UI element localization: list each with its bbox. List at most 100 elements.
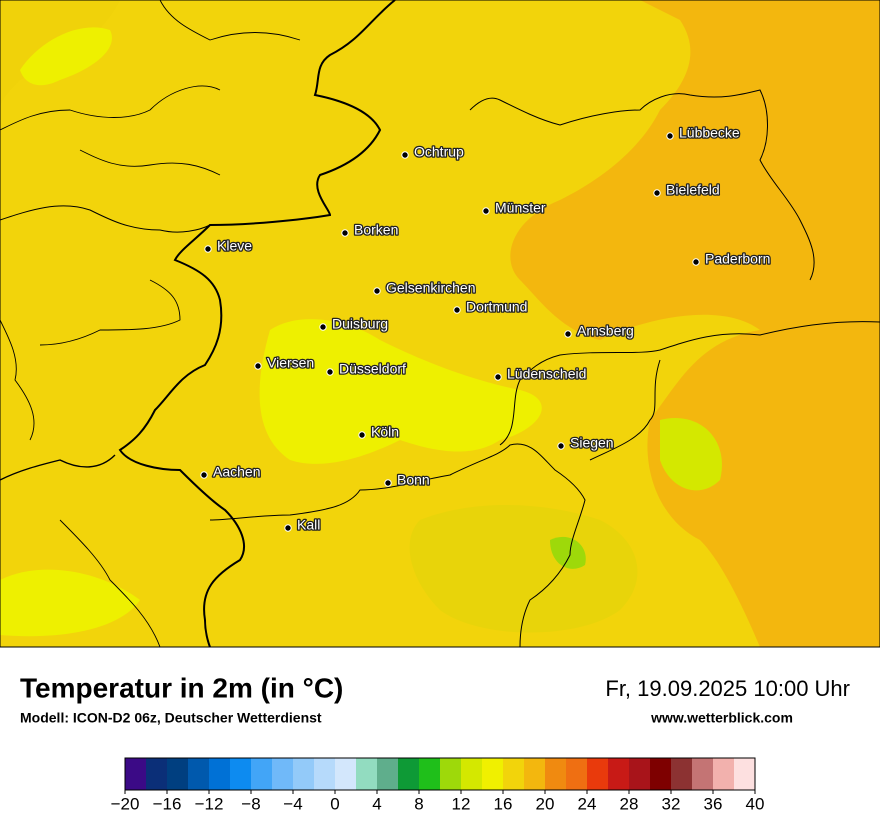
colorbar-segment	[566, 758, 588, 790]
cool-region	[660, 418, 722, 491]
colorbar-segment	[188, 758, 210, 790]
colorbar-segment	[293, 758, 315, 790]
colorbar-segment	[629, 758, 651, 790]
website: www.wetterblick.com	[650, 710, 793, 726]
colorbar-segment	[692, 758, 714, 790]
cities: Lübbecke Ochtrup Bielefeld Münster Borken Kle…	[200, 123, 772, 534]
colorbar-tick-label: 36	[704, 794, 723, 813]
colorbar-tick-label: 28	[620, 794, 639, 813]
city-label: Köln	[371, 424, 399, 440]
city-label: Gelsenkirchen	[386, 280, 476, 296]
city-dot	[254, 362, 262, 370]
city-label: Viersen	[267, 355, 314, 371]
city-dot	[692, 258, 700, 266]
colorbar-segment	[524, 758, 546, 790]
colorbar-segment	[482, 758, 504, 790]
colorbar-tick-label: 8	[414, 794, 423, 813]
city-dot	[200, 471, 208, 479]
city-label: Bielefeld	[666, 182, 720, 198]
map: Lübbecke Ochtrup Bielefeld Münster Borken Kle…	[0, 0, 880, 648]
colorbar-segment	[251, 758, 273, 790]
cool-region	[20, 27, 112, 86]
colorbar-segment	[314, 758, 336, 790]
colorbar-tick-label: −16	[153, 794, 182, 813]
city-label: Aachen	[213, 464, 260, 480]
colorbar-segment	[335, 758, 357, 790]
city-dot	[373, 287, 381, 295]
city-label: Kleve	[217, 238, 252, 254]
city-dot	[482, 207, 490, 215]
city-dot	[557, 442, 565, 450]
city-dot	[564, 330, 572, 338]
borders	[0, 0, 880, 648]
colorbar-segment	[398, 758, 420, 790]
city-dot	[284, 524, 292, 532]
city-dot	[358, 431, 366, 439]
colorbar-tick-label: 32	[662, 794, 681, 813]
colorbar-tick-label: 16	[494, 794, 513, 813]
colorbar-segment	[608, 758, 630, 790]
colorbar-segment	[545, 758, 567, 790]
city-dot	[384, 479, 392, 487]
region	[409, 505, 638, 633]
cool-region	[0, 569, 140, 637]
colorbar-segment	[377, 758, 399, 790]
colorbar-segment	[125, 758, 147, 790]
city-dot	[319, 323, 327, 331]
city-label: Münster	[495, 200, 546, 216]
colorbar-segment	[587, 758, 609, 790]
city-label: Kall	[297, 517, 320, 533]
colorbar-tick-label: −20	[111, 794, 140, 813]
city-label: Arnsberg	[577, 323, 634, 339]
city-dot	[494, 373, 502, 381]
city-label: Düsseldorf	[339, 361, 406, 377]
city-label: Borken	[354, 222, 398, 238]
colorbar-tick-label: −8	[241, 794, 260, 813]
colorbar-tick-label: 24	[578, 794, 597, 813]
model-info: Modell: ICON-D2 06z, Deutscher Wetterdie…	[20, 710, 322, 726]
city-label: Paderborn	[705, 251, 770, 267]
colorbar-tick-label: −12	[195, 794, 224, 813]
colorbar-segment	[272, 758, 294, 790]
colorbar-segment	[167, 758, 189, 790]
colorbar-segment	[440, 758, 462, 790]
city-dot	[341, 229, 349, 237]
city-dot	[653, 189, 661, 197]
warm-region	[510, 0, 880, 647]
city-dot	[666, 132, 674, 140]
datetime: Fr, 19.09.2025 10:00 Uhr	[605, 676, 850, 701]
colorbar-tick-label: 0	[330, 794, 339, 813]
colorbar-tick-label: 40	[746, 794, 765, 813]
map-title: Temperatur in 2m (in °C)	[20, 672, 343, 703]
colorbar-tick-label: 4	[372, 794, 381, 813]
colorbar-segment	[419, 758, 441, 790]
colorbar-segment	[671, 758, 693, 790]
colorbar-segment	[461, 758, 483, 790]
colorbar-segment	[503, 758, 525, 790]
colorbar-segment	[650, 758, 672, 790]
colorbar-tick-label: 12	[452, 794, 471, 813]
city-dot	[326, 368, 334, 376]
colorbar-segment	[230, 758, 252, 790]
cool-region	[259, 319, 542, 464]
colorbar: −20 −16 −12 −8 −4 0 4 8 12 16 20 24 28 32 36 40	[111, 757, 765, 813]
colorbar-segment	[356, 758, 378, 790]
colorbar-frame	[124, 757, 756, 791]
city-dot	[453, 306, 461, 314]
colorbar-segment	[146, 758, 168, 790]
cool-region	[550, 536, 586, 569]
city-label: Ochtrup	[414, 144, 464, 160]
city-label: Lüdenscheid	[507, 366, 586, 382]
city-label: Dortmund	[466, 299, 527, 315]
colorbar-segment	[734, 758, 756, 790]
colorbar-segment	[713, 758, 735, 790]
city-label: Siegen	[570, 435, 614, 451]
city-label: Duisburg	[332, 316, 388, 332]
city-dot	[204, 245, 212, 253]
city-dot	[401, 151, 409, 159]
colorbar-segment	[209, 758, 231, 790]
colorbar-tick-label: 20	[536, 794, 555, 813]
city-label: Bonn	[397, 472, 430, 488]
city-label: Lübbecke	[679, 125, 740, 141]
